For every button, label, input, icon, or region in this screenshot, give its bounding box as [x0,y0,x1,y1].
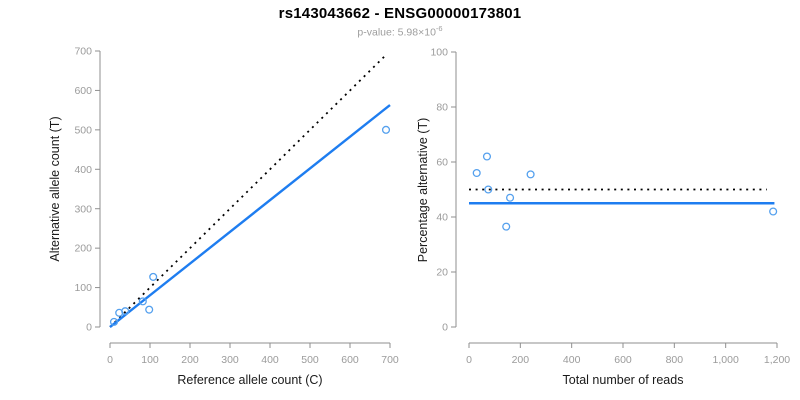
data-point [484,185,493,194]
data-point [109,317,119,326]
x-tick-label: 0 [466,354,472,366]
data-point [502,222,511,231]
data-point [381,125,391,134]
x-tick-label: 200 [512,354,530,366]
x-tick-label: 200 [181,354,199,366]
y-tick-label: 100 [74,282,92,294]
y-tick-label: 500 [74,124,92,136]
y-tick-label: 400 [74,164,92,176]
y-tick-label: 0 [86,322,92,334]
data-point [121,307,130,316]
x-axis-title: Reference allele count (C) [177,373,322,387]
x-tick-label: 1,200 [764,354,790,366]
pvalue-exponent: -6 [435,24,443,33]
y-axis-title: Percentage alternative (T) [416,118,430,263]
identity-line [109,54,387,328]
fit-line [109,104,391,328]
data-point [482,152,492,161]
data-point [145,305,154,314]
x-tick-label: 400 [563,354,581,366]
x-tick-label: 600 [614,354,632,366]
y-tick-label: 200 [74,243,92,255]
left-scatter-plot: 0 100 200 300 400 500 600 700 0 100 200 300 400 500 60… [48,46,399,387]
y-tick-label: 600 [74,85,92,97]
x-tick-label: 100 [141,354,159,366]
pvalue-subtitle: p-value: 5.98×10-6 [0,24,800,39]
x-axis-title: Total number of reads [563,373,684,387]
data-point [506,193,515,202]
x-tick-label: 1,000 [713,354,739,366]
y-axis-title: Alternative allele count (T) [48,116,62,261]
x-tick-label: 700 [381,354,399,366]
y-tick-label: 40 [436,212,448,224]
data-point [526,170,535,179]
x-tick-label: 300 [221,354,239,366]
chart-title: rs143043662 - ENSG00000173801 [278,5,522,22]
y-tick-label: 700 [74,46,92,58]
x-tick-label: 400 [261,354,279,366]
x-tick-label: 0 [107,354,113,366]
pvalue-text: p-value: 5.98×10 [357,26,436,39]
data-point [138,297,147,306]
data-point [149,272,158,281]
data-point [472,168,481,178]
y-tick-label: 20 [436,267,448,279]
y-tick-label: 0 [442,322,448,334]
x-tick-label: 600 [341,354,359,366]
y-tick-label: 60 [436,157,448,169]
y-tick-label: 100 [430,47,448,59]
x-tick-label: 500 [301,354,319,366]
x-tick-label: 800 [666,354,684,366]
y-tick-label: 300 [74,203,92,215]
right-scatter-plot: 0 20 40 60 80 100 0 200 400 600 800 1,000 1,200 Total… [416,47,790,387]
data-point [769,207,778,216]
y-tick-label: 80 [436,102,448,114]
